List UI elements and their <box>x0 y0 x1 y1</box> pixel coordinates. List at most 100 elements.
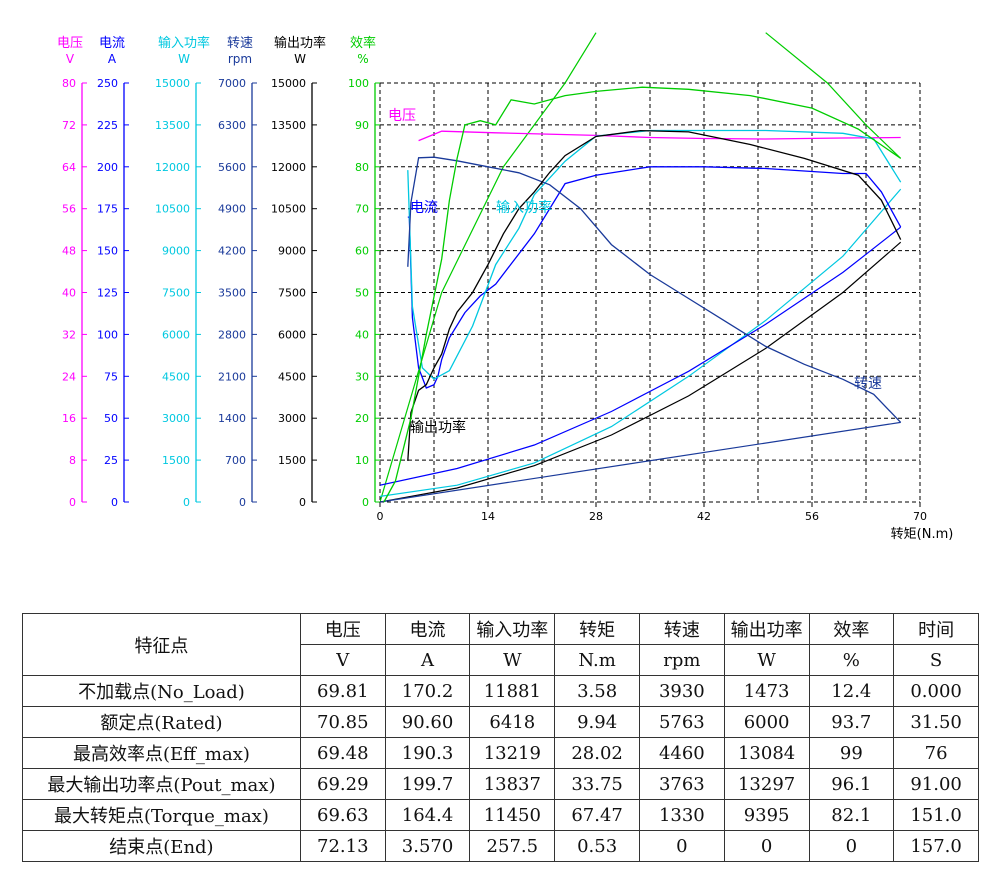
y-tick-label: 48 <box>62 245 76 258</box>
x-tick-label: 56 <box>805 510 819 523</box>
y-tick-label: 9000 <box>162 245 190 258</box>
table-cell: 99 <box>808 737 895 769</box>
y-tick-label: 250 <box>97 77 118 90</box>
table-cell: 82.1 <box>808 799 895 831</box>
table-unit-cell: S <box>893 644 979 676</box>
y-axis-name: 电流 <box>99 36 125 51</box>
y-tick-label: 64 <box>62 161 76 174</box>
table-cell: 91.00 <box>893 768 979 800</box>
series-line-5 <box>383 86 902 503</box>
table-cell: 13084 <box>723 737 810 769</box>
y-tick-label: 3000 <box>162 412 190 425</box>
y-tick-label: 5600 <box>218 161 246 174</box>
y-tick-label: 10 <box>355 454 369 467</box>
table-row: 最大转矩点(Torque_max) 69.63 164.4 11450 67.47 133… <box>22 799 979 831</box>
y-tick-label: 175 <box>97 203 118 216</box>
table-cell: 28.02 <box>554 737 640 769</box>
table-unit-cell: W <box>469 644 556 676</box>
table-row-label: 结束点(End) <box>22 830 301 862</box>
aux-curve <box>765 32 902 159</box>
x-tick-label: 14 <box>481 510 495 523</box>
y-tick-label: 6000 <box>162 328 190 341</box>
table-row-label: 额定点(Rated) <box>22 706 301 738</box>
table-unit-cell: rpm <box>638 644 725 676</box>
y-axis-name: 电压 <box>57 36 83 51</box>
table-row-label: 最大转矩点(Torque_max) <box>22 799 301 831</box>
table-cell: 67.47 <box>554 799 640 831</box>
y-tick-label: 50 <box>104 412 118 425</box>
y-axis-name: 输出功率 <box>274 35 326 51</box>
y-tick-label: 700 <box>225 454 246 467</box>
y-axis-3: 转速rpm70006300560049004200350028002100140… <box>218 36 257 509</box>
table-cell: 13837 <box>469 768 556 800</box>
y-tick-label: 7500 <box>162 287 190 300</box>
table-header-cell: 电流 <box>384 613 471 645</box>
y-tick-label: 0 <box>183 496 190 509</box>
aux-curve <box>380 226 902 486</box>
y-tick-label: 24 <box>62 370 76 383</box>
y-tick-label: 3500 <box>218 287 246 300</box>
y-axis-unit: % <box>357 52 368 66</box>
motor-performance-chart: 电压V80726456484032241680电流A25022520017515… <box>57 32 953 542</box>
y-tick-label: 40 <box>62 287 76 300</box>
y-tick-label: 100 <box>97 328 118 341</box>
table-unit-cell: A <box>384 644 471 676</box>
table-row-label: 不加载点(No_Load) <box>22 675 301 707</box>
table-cell: 13219 <box>469 737 556 769</box>
table-cell: 1330 <box>638 799 725 831</box>
y-tick-label: 225 <box>97 119 118 132</box>
table-header-cell: 效率 <box>808 613 895 645</box>
y-tick-label: 0 <box>111 496 118 509</box>
table-cell: 11450 <box>469 799 556 831</box>
y-tick-label: 2800 <box>218 328 246 341</box>
table-cell: 157.0 <box>893 830 979 862</box>
y-axis-unit: V <box>66 52 75 66</box>
y-tick-label: 6000 <box>278 328 306 341</box>
table-cell: 6000 <box>723 706 810 738</box>
y-tick-label: 12000 <box>155 161 190 174</box>
x-axis: 0 14 28 42 56 70 转矩(N.m) <box>377 502 953 542</box>
y-axis-unit: A <box>108 52 117 66</box>
table-cell: 13297 <box>723 768 810 800</box>
table-cell: 31.50 <box>893 706 979 738</box>
table-cell: 3930 <box>638 675 725 707</box>
series-line-1 <box>407 166 902 389</box>
table-cell: 164.4 <box>384 799 471 831</box>
y-tick-label: 80 <box>62 77 76 90</box>
y-tick-label: 0 <box>69 496 76 509</box>
table-cell: 190.3 <box>384 737 471 769</box>
y-tick-label: 6300 <box>218 119 246 132</box>
table-cell: 9395 <box>723 799 810 831</box>
table-cell: 33.75 <box>554 768 640 800</box>
table-unit-cell: N.m <box>554 644 640 676</box>
x-tick-label: 28 <box>589 510 603 523</box>
grid <box>379 82 921 503</box>
table-header-cell: 电压 <box>299 613 386 645</box>
table-cell: 257.5 <box>469 830 556 862</box>
table-cell: 0 <box>723 830 810 862</box>
x-tick-label: 0 <box>377 510 384 523</box>
table-header-cell: 时间 <box>893 613 979 645</box>
y-tick-label: 7000 <box>218 77 246 90</box>
table-cell: 0.000 <box>893 675 979 707</box>
table-row-label: 最大输出功率点(Pout_max) <box>22 768 301 800</box>
table-cell: 12.4 <box>808 675 895 707</box>
characteristic-points-table: 特征点 电压 电流 输入功率 转矩 转速 输出功率 效率 时间 V A W N.m rpm W% S 不加载点(… <box>22 613 979 862</box>
curve-label: 转速 <box>854 376 882 392</box>
table-header-cell: 转速 <box>638 613 725 645</box>
table-cell: 0 <box>808 830 895 862</box>
y-tick-label: 40 <box>355 328 369 341</box>
y-tick-label: 13500 <box>155 119 190 132</box>
table-cell: 76 <box>893 737 979 769</box>
table-cell: 70.85 <box>299 706 386 738</box>
y-tick-label: 10500 <box>271 203 306 216</box>
x-tick-label: 42 <box>697 510 711 523</box>
table-header-cell: 输出功率 <box>723 613 810 645</box>
table-cell: 11881 <box>469 675 556 707</box>
y-axis-name: 效率 <box>350 35 376 51</box>
y-tick-label: 80 <box>355 161 369 174</box>
y-tick-label: 200 <box>97 161 118 174</box>
table-cell: 90.60 <box>384 706 471 738</box>
table-cell: 72.13 <box>299 830 386 862</box>
